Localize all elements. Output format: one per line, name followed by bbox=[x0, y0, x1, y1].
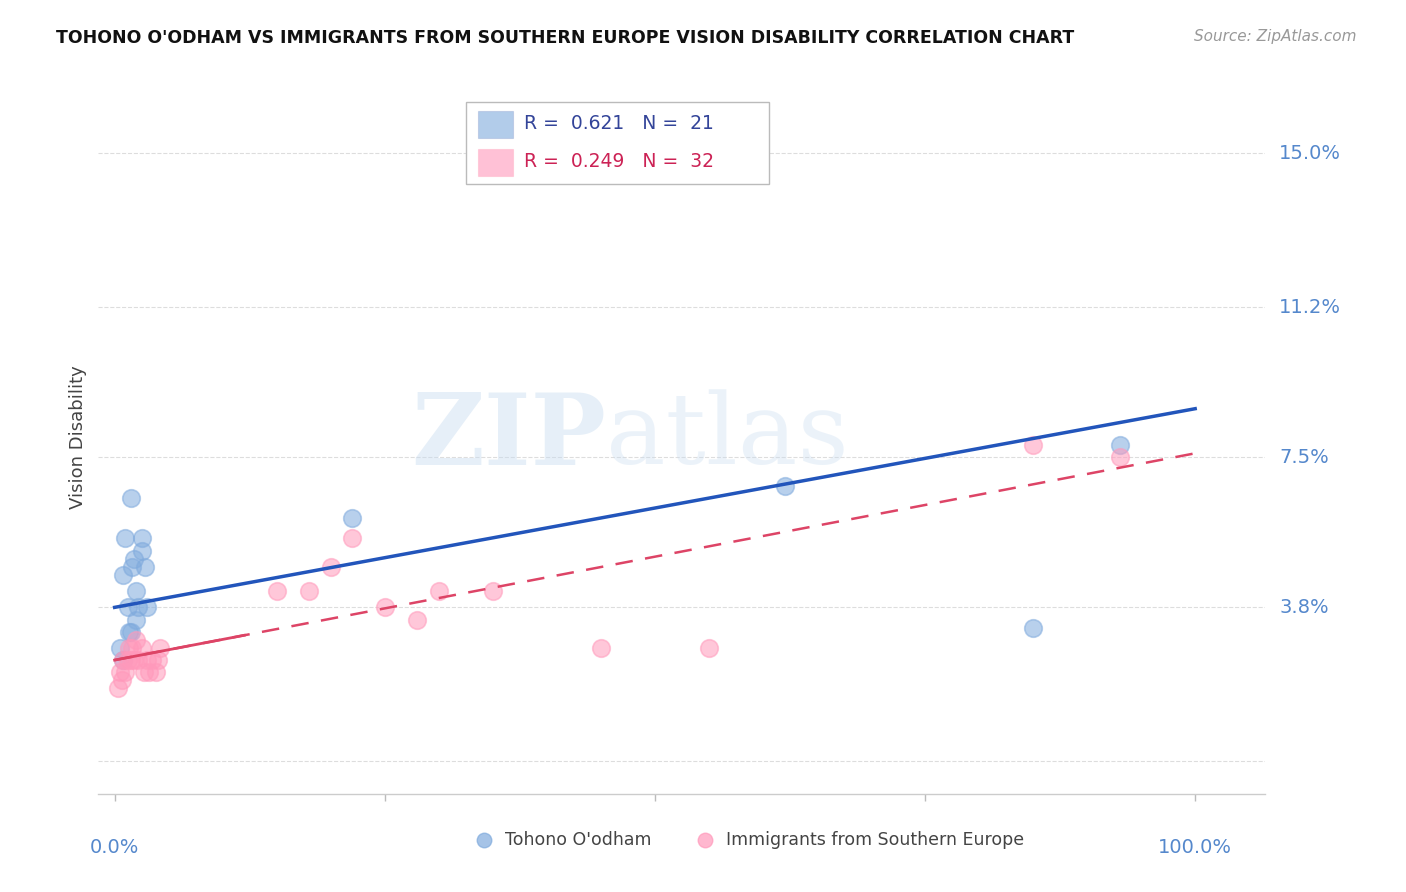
Point bbox=[136, 600, 159, 615]
Point bbox=[125, 613, 148, 627]
Point bbox=[427, 584, 450, 599]
Text: 100.0%: 100.0% bbox=[1159, 838, 1232, 857]
Point bbox=[122, 653, 145, 667]
Point bbox=[122, 551, 145, 566]
Point bbox=[120, 653, 142, 667]
Text: 11.2%: 11.2% bbox=[1279, 298, 1341, 317]
Point bbox=[127, 653, 149, 667]
Point bbox=[141, 653, 163, 667]
Point bbox=[111, 673, 134, 688]
Point bbox=[114, 665, 136, 680]
Point bbox=[118, 624, 141, 639]
Point bbox=[117, 600, 139, 615]
Point bbox=[773, 479, 796, 493]
Point bbox=[127, 600, 149, 615]
Text: 0.0%: 0.0% bbox=[90, 838, 139, 857]
Point bbox=[697, 640, 720, 655]
Text: R =  0.621   N =  21: R = 0.621 N = 21 bbox=[524, 114, 714, 133]
Point bbox=[107, 681, 129, 696]
Bar bbox=[478, 149, 513, 176]
Point bbox=[406, 613, 429, 627]
Point bbox=[298, 584, 321, 599]
Point bbox=[319, 559, 342, 574]
Point bbox=[1108, 438, 1130, 452]
Point bbox=[589, 640, 612, 655]
Point bbox=[120, 624, 142, 639]
Text: 7.5%: 7.5% bbox=[1279, 448, 1329, 467]
FancyBboxPatch shape bbox=[465, 102, 769, 184]
Text: TOHONO O'ODHAM VS IMMIGRANTS FROM SOUTHERN EUROPE VISION DISABILITY CORRELATION : TOHONO O'ODHAM VS IMMIGRANTS FROM SOUTHE… bbox=[56, 29, 1074, 46]
Point bbox=[1022, 621, 1045, 635]
Point bbox=[108, 640, 131, 655]
Point bbox=[121, 559, 143, 574]
Text: atlas: atlas bbox=[606, 389, 849, 485]
Point bbox=[266, 584, 288, 599]
Point bbox=[112, 568, 135, 582]
Text: Immigrants from Southern Europe: Immigrants from Southern Europe bbox=[727, 831, 1025, 849]
Text: ZIP: ZIP bbox=[411, 389, 606, 485]
Point bbox=[374, 600, 396, 615]
Text: 15.0%: 15.0% bbox=[1279, 144, 1341, 162]
Text: Tohono O'odham: Tohono O'odham bbox=[505, 831, 651, 849]
Point bbox=[131, 543, 153, 558]
Text: Source: ZipAtlas.com: Source: ZipAtlas.com bbox=[1194, 29, 1357, 44]
Y-axis label: Vision Disability: Vision Disability bbox=[69, 365, 87, 509]
Point bbox=[145, 665, 167, 680]
Point bbox=[138, 665, 160, 680]
Point bbox=[112, 653, 135, 667]
Point bbox=[146, 653, 169, 667]
Point bbox=[125, 632, 148, 647]
Point bbox=[114, 532, 136, 546]
Point bbox=[149, 640, 172, 655]
Point bbox=[134, 559, 156, 574]
Point bbox=[1022, 438, 1045, 452]
Point bbox=[482, 584, 505, 599]
Point bbox=[132, 665, 155, 680]
Point bbox=[121, 640, 143, 655]
Point bbox=[131, 532, 153, 546]
Point bbox=[108, 665, 131, 680]
Text: R =  0.249   N =  32: R = 0.249 N = 32 bbox=[524, 153, 714, 171]
Bar bbox=[478, 111, 513, 138]
Point bbox=[112, 653, 135, 667]
Point bbox=[118, 640, 141, 655]
Point bbox=[1108, 450, 1130, 465]
Point bbox=[131, 640, 153, 655]
Point bbox=[117, 653, 139, 667]
Text: 3.8%: 3.8% bbox=[1279, 598, 1329, 617]
Point bbox=[136, 653, 159, 667]
Point bbox=[342, 532, 364, 546]
Point bbox=[125, 584, 148, 599]
Point bbox=[342, 511, 364, 525]
Point bbox=[120, 491, 142, 505]
